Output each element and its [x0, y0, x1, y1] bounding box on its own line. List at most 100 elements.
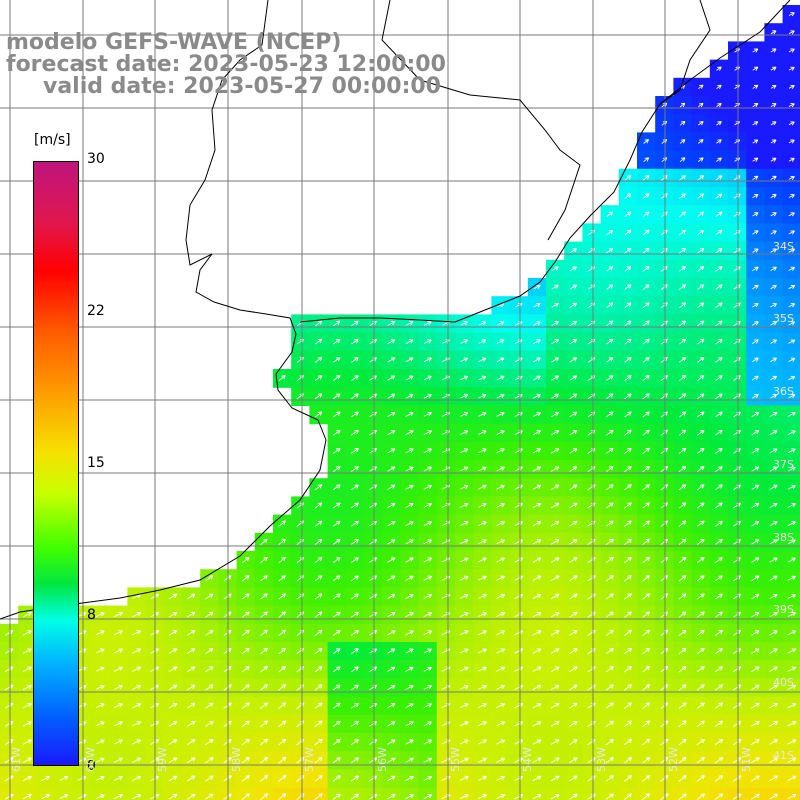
wind-arrow — [678, 411, 687, 418]
colorbar-tick: 22 — [87, 303, 105, 319]
wind-arrow — [550, 793, 560, 800]
wind-arrow — [496, 739, 506, 745]
wind-arrow — [405, 521, 414, 527]
wind-arrow — [405, 430, 414, 436]
wind-arrow — [715, 302, 723, 308]
wind-arrow — [333, 320, 341, 327]
wind-arrow — [478, 575, 487, 581]
wind-arrow — [22, 721, 32, 727]
wind-arrow — [514, 448, 523, 454]
wind-arrow — [423, 521, 432, 527]
wind-arrow — [605, 429, 614, 436]
wind-arrow — [478, 430, 487, 435]
wind-arrow — [697, 193, 705, 199]
wind-arrow — [332, 611, 341, 618]
wind-arrow — [769, 430, 778, 436]
wind-arrow — [623, 738, 633, 746]
wind-arrow — [569, 502, 578, 509]
wind-arrow — [569, 466, 578, 472]
wind-cell — [709, 787, 729, 800]
wind-arrow — [642, 538, 651, 546]
wind-arrow — [332, 720, 341, 727]
wind-arrow — [696, 775, 705, 782]
wind-arrow — [259, 793, 269, 800]
wind-arrow — [478, 448, 487, 454]
wind-arrow — [606, 411, 614, 418]
wind-arrow — [332, 466, 341, 472]
wind-arrow — [751, 430, 760, 436]
wind-arrow — [697, 302, 705, 309]
wind-arrow — [752, 84, 759, 90]
lon-label: 53W — [595, 747, 608, 772]
wind-arrow — [660, 393, 669, 400]
wind-arrow — [423, 666, 432, 672]
lat-label: 35S — [773, 312, 794, 325]
wind-arrow — [241, 775, 250, 782]
wind-arrow — [569, 339, 578, 345]
wind-arrow — [405, 321, 414, 326]
wind-arrow — [278, 720, 287, 728]
wind-arrow — [788, 30, 795, 35]
wind-arrow — [679, 139, 686, 144]
wind-arrow — [788, 375, 796, 381]
wind-arrow — [769, 757, 779, 763]
wind-arrow — [605, 502, 614, 509]
wind-arrow — [769, 502, 778, 508]
wind-arrow — [623, 793, 633, 800]
wind-arrow — [642, 302, 650, 309]
wind-arrow — [459, 575, 469, 581]
wind-arrow — [350, 720, 360, 727]
wind-arrow — [496, 375, 505, 381]
wind-arrow — [550, 739, 560, 745]
wind-arrow — [624, 320, 632, 327]
wind-arrow — [733, 448, 741, 454]
wind-arrow — [351, 666, 359, 673]
wind-arrow — [788, 230, 795, 235]
wind-arrow — [423, 430, 432, 436]
wind-arrow — [751, 648, 760, 654]
wind-arrow — [496, 721, 506, 727]
wind-arrow — [752, 66, 759, 71]
wind-arrow — [770, 157, 777, 162]
country-border — [381, 0, 581, 241]
wind-arrow — [387, 502, 396, 509]
wind-arrow — [496, 339, 505, 344]
wind-arrow — [369, 429, 378, 436]
wind-arrow — [387, 739, 396, 745]
lon-label: 61W — [10, 747, 23, 772]
wind-arrow — [769, 466, 778, 472]
wind-arrow — [113, 612, 123, 618]
wind-arrow — [113, 794, 123, 800]
wind-arrow — [715, 393, 723, 400]
lat-label: 34S — [773, 240, 794, 253]
wind-arrow — [332, 538, 341, 545]
wind-arrow — [696, 575, 705, 582]
wind-arrow — [168, 757, 178, 763]
wind-arrow — [733, 520, 742, 527]
wind-arrow — [642, 193, 650, 199]
wind-arrow — [606, 320, 614, 327]
wind-arrow — [623, 647, 633, 655]
wind-arrow — [787, 666, 797, 672]
wind-arrow — [769, 521, 778, 527]
wind-arrow — [496, 593, 506, 599]
wind-arrow — [569, 284, 578, 290]
wind-arrow — [550, 775, 560, 782]
wind-arrow — [278, 793, 287, 800]
wind-arrow — [132, 684, 142, 691]
wind-arrow — [733, 629, 742, 636]
wind-arrow — [332, 484, 341, 491]
wind-arrow — [496, 521, 505, 527]
wind-arrow — [168, 611, 178, 618]
wind-arrow — [679, 120, 686, 126]
wind-arrow — [770, 30, 777, 35]
wind-arrow — [478, 357, 487, 363]
wind-arrow — [752, 103, 759, 108]
wind-arrow — [716, 102, 722, 108]
wind-arrow — [241, 556, 250, 564]
wind-arrow — [715, 193, 723, 199]
wind-arrow — [787, 793, 797, 800]
wind-arrow — [168, 684, 178, 691]
wind-arrow — [714, 684, 724, 691]
wind-arrow — [569, 702, 578, 709]
